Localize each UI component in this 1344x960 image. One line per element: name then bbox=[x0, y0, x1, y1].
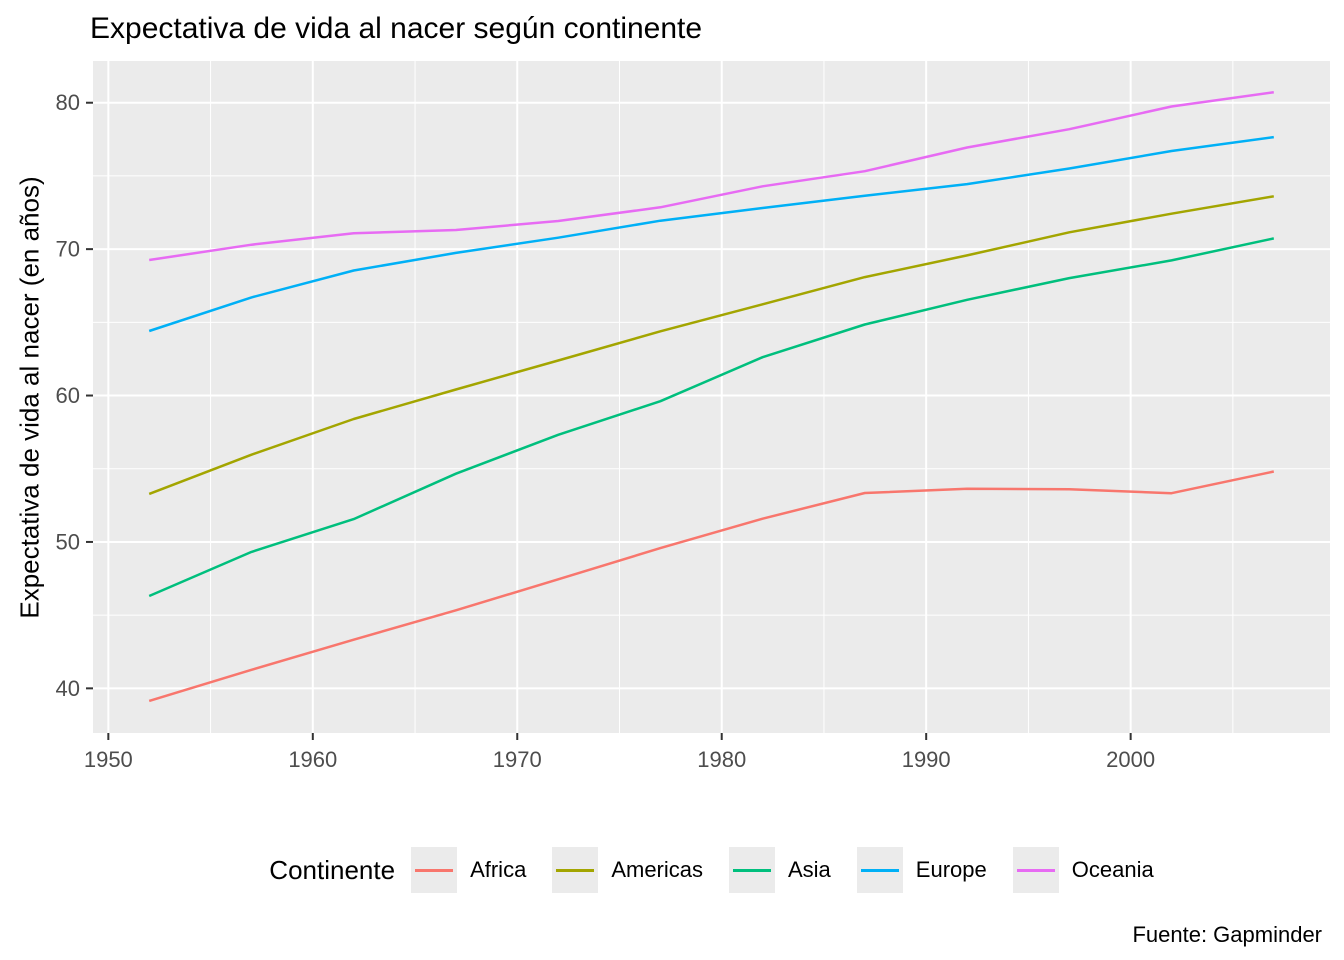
legend-key-europe bbox=[856, 847, 903, 893]
line-africa bbox=[148, 470, 1275, 703]
legend-key-americas bbox=[552, 847, 599, 893]
y-tick-label: 60 bbox=[56, 383, 80, 408]
x-tick-label: 1980 bbox=[697, 747, 746, 772]
x-tick-label: 2000 bbox=[1106, 747, 1155, 772]
legend-key-line-asia bbox=[733, 868, 771, 872]
legend-key-asia bbox=[729, 847, 775, 893]
y-tick-label: 80 bbox=[56, 90, 80, 115]
legend-label-oceania: Oceania bbox=[1071, 857, 1154, 882]
legend-title: Continente bbox=[269, 854, 396, 885]
chart-caption: Fuente: Gapminder bbox=[1132, 922, 1322, 947]
legend-key-line-africa bbox=[415, 868, 454, 872]
legend-item-oceania: Oceania bbox=[1012, 847, 1154, 893]
legend-item-americas: Americas bbox=[552, 847, 703, 893]
legend-label-europe: Europe bbox=[915, 857, 987, 882]
y-tick-label: 70 bbox=[56, 237, 80, 262]
legend-label-americas: Americas bbox=[611, 857, 703, 882]
x-tick-label: 1950 bbox=[84, 747, 133, 772]
legend-key-line-europe bbox=[860, 868, 899, 872]
y-tick-label: 50 bbox=[56, 529, 80, 554]
legend-key-line-americas bbox=[556, 868, 595, 872]
x-tick-label: 1960 bbox=[288, 747, 337, 772]
line-americas bbox=[148, 195, 1275, 496]
legend-item-asia: Asia bbox=[729, 847, 831, 893]
legend: Continente Africa Americas Asia Europe Ocean… bbox=[93, 838, 1330, 902]
legend-key-oceania bbox=[1012, 847, 1059, 893]
legend-item-europe: Europe bbox=[856, 847, 987, 893]
panel-background bbox=[93, 61, 1330, 733]
legend-label-asia: Asia bbox=[788, 857, 831, 882]
legend-item-africa: Africa bbox=[411, 847, 526, 893]
line-europe bbox=[148, 135, 1274, 333]
line-asia bbox=[148, 237, 1275, 598]
line-oceania bbox=[149, 90, 1274, 262]
legend-key-africa bbox=[411, 847, 458, 893]
x-tick-label: 1990 bbox=[902, 747, 951, 772]
legend-label-africa: Africa bbox=[470, 857, 527, 882]
x-tick-label: 1970 bbox=[493, 747, 542, 772]
legend-items: Africa Americas Asia Europe Oceania bbox=[411, 847, 1154, 893]
legend-key-line-oceania bbox=[1016, 868, 1055, 872]
plot-panel: 1950 1960 1970 1980 1990 2000 40 50 60 70 80 bbox=[56, 61, 1330, 772]
y-tick-label: 40 bbox=[56, 676, 80, 701]
chart-title: Expectativa de vida al nacer según conti… bbox=[90, 12, 703, 45]
